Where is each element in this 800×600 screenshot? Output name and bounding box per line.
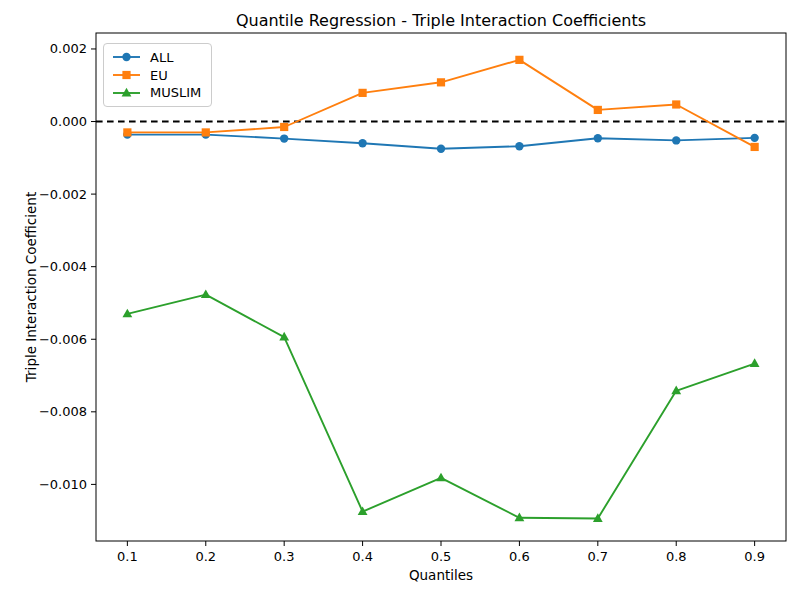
marker-square (122, 71, 130, 79)
marker-circle (672, 136, 680, 144)
marker-circle (280, 134, 288, 142)
marker-circle (122, 53, 130, 61)
marker-circle (437, 145, 445, 153)
x-tick-label: 0.8 (666, 549, 687, 564)
legend-item-muslim: MUSLIM (113, 86, 202, 99)
marker-circle (515, 142, 523, 150)
series-line-muslim (127, 295, 754, 519)
y-tick-label: 0.000 (50, 114, 87, 129)
marker-square (202, 128, 210, 136)
y-tick-label: 0.002 (50, 41, 87, 56)
marker-square (437, 78, 445, 86)
legend: ALL EU MUSLIM (103, 43, 212, 107)
marker-square (515, 56, 523, 64)
series-eu (123, 56, 758, 151)
x-tick-label: 0.2 (195, 549, 216, 564)
marker-square (123, 128, 131, 136)
legend-item-all: ALL (113, 51, 202, 64)
quantile-regression-figure: Quantile Regression - Triple Interaction… (0, 0, 800, 600)
marker-square (672, 100, 680, 108)
x-tick-label: 0.6 (509, 549, 530, 564)
x-tick-label: 0.5 (431, 549, 452, 564)
marker-triangle-up (750, 358, 760, 367)
y-tick-label: −0.002 (39, 187, 87, 202)
y-axis-label: Triple Interaction Coefficient (23, 192, 39, 383)
legend-circle-icon (113, 51, 140, 63)
x-tick-label: 0.4 (352, 549, 373, 564)
marker-square (594, 106, 602, 114)
series-all (123, 130, 759, 153)
plot-border (96, 33, 786, 541)
marker-circle (594, 134, 602, 142)
x-tick-label: 0.3 (274, 549, 295, 564)
y-tick-label: −0.006 (39, 332, 87, 347)
y-tick-label: −0.008 (39, 404, 87, 419)
marker-circle (358, 139, 366, 147)
legend-item-eu: EU (113, 69, 202, 82)
y-tick-label: −0.010 (39, 477, 87, 492)
x-tick-label: 0.7 (587, 549, 608, 564)
legend-label: MUSLIM (150, 86, 201, 99)
marker-square (280, 123, 288, 131)
legend-square-icon (113, 69, 140, 81)
marker-triangle-up (201, 289, 211, 298)
legend-triangle-up-icon (113, 87, 140, 99)
x-axis-label: Quantiles (409, 567, 473, 583)
series-muslim (122, 289, 759, 522)
x-tick-label: 0.9 (744, 549, 765, 564)
marker-triangle-up (436, 473, 446, 482)
series-line-eu (127, 60, 754, 147)
legend-label: EU (150, 69, 168, 82)
marker-circle (750, 134, 758, 142)
marker-square (358, 89, 366, 97)
legend-label: ALL (150, 51, 173, 64)
y-tick-label: −0.004 (39, 259, 87, 274)
x-tick-label: 0.1 (117, 549, 138, 564)
marker-square (751, 143, 759, 151)
